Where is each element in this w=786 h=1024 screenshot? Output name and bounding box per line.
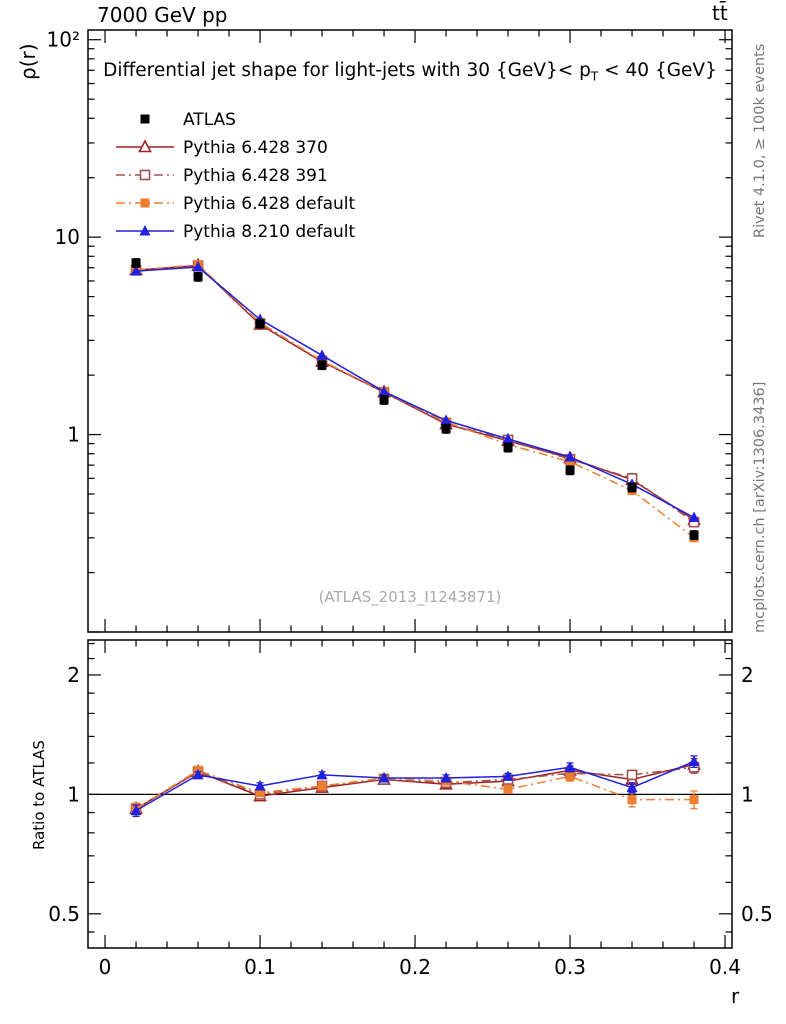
ratio-y-axis-label: Ratio to ATLAS [30,740,48,850]
svg-text:Pythia 8.210 default: Pythia 8.210 default [183,222,356,242]
svg-text:0.5: 0.5 [48,902,80,926]
tick-labels: 10² 10 1 2 2 1 1 0.5 0.5 0 0.1 0.2 0.3 0.4 [47,28,773,979]
series-atlas [131,258,699,541]
plot-title-suffix: < 40 {GeV} [598,60,717,81]
svg-text:0: 0 [99,955,112,979]
svg-text:2: 2 [67,663,80,687]
series-pythia-6-428-391 [130,260,700,816]
svg-text:10: 10 [55,225,80,249]
series-pythia-8-210-default [130,260,700,818]
plot-title-text: Differential jet shape for light-jets wi… [103,60,591,81]
svg-text:1: 1 [741,782,754,806]
svg-text:1: 1 [67,423,80,447]
svg-text:Pythia 6.428 391: Pythia 6.428 391 [183,166,328,186]
svg-text:0.3: 0.3 [554,955,586,979]
plot-title: Differential jet shape for light-jets wi… [88,60,732,84]
analysis-id-watermark: (ATLAS_2013_I1243871) [318,588,502,606]
svg-text:Pythia 6.428 default: Pythia 6.428 default [183,194,356,214]
rivet-version-note: Rivet 4.1.0, ≥ 100k events [752,43,768,238]
svg-text:0.1: 0.1 [244,955,276,979]
svg-text:0.5: 0.5 [741,902,773,926]
series-pythia-6-428-default [131,260,699,816]
svg-text:2: 2 [741,663,754,687]
x-axis-label: r [731,984,740,1008]
svg-text:0.2: 0.2 [399,955,431,979]
svg-text:0.4: 0.4 [709,955,741,979]
svg-text:Pythia 6.428 370: Pythia 6.428 370 [183,138,328,158]
plot-title-subscript: T [590,69,599,84]
svg-text:ATLAS: ATLAS [183,110,236,130]
svg-text:1: 1 [67,782,80,806]
main-y-axis-label: ρ(r) [16,43,40,80]
mcplots-reference-note: mcplots.cern.ch [arXiv:1306.3436] [752,381,768,633]
series-pythia-6-428-370 [129,257,701,816]
legend: ATLAS Pythia 6.428 370 Pythia 6.428 391 Pyt… [116,110,356,242]
beam-energy-label: 7000 GeV pp [97,3,228,27]
axis-ticks [88,30,732,948]
svg-text:10²: 10² [47,28,80,52]
process-label: tt̄ [712,1,728,25]
